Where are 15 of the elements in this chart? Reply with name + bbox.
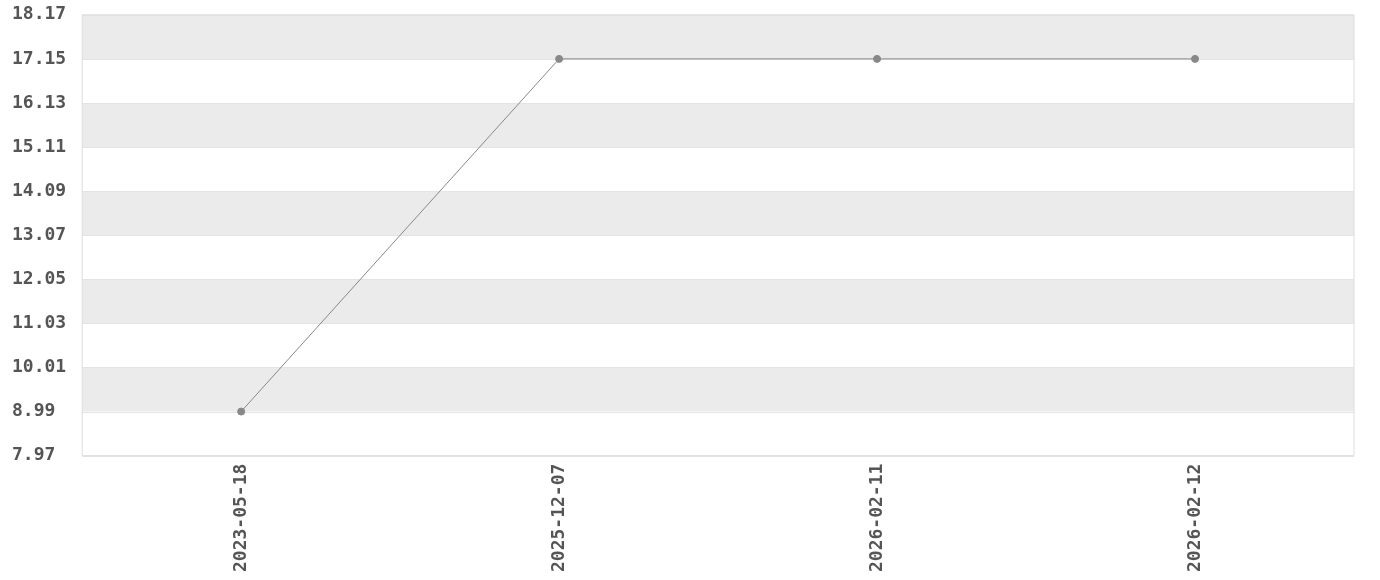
y-tick-label: 13.07 bbox=[12, 222, 67, 244]
y-tick-label: 10.01 bbox=[12, 355, 67, 377]
y-tick-label: 11.03 bbox=[12, 311, 67, 333]
x-tick-label: 2026-02-12 bbox=[1182, 463, 1204, 573]
y-tick-label: 16.13 bbox=[12, 90, 67, 112]
y-tick-label: 15.11 bbox=[12, 134, 67, 156]
y-tick-label: 17.15 bbox=[12, 46, 67, 68]
y-tick-label: 18.17 bbox=[12, 2, 67, 24]
y-tick-label: 7.97 bbox=[12, 443, 56, 465]
y-tick-label: 14.09 bbox=[12, 178, 67, 200]
x-tick-label: 2026-02-11 bbox=[864, 463, 886, 573]
y-tick-label: 12.05 bbox=[12, 266, 67, 288]
x-tick-label: 2025-12-07 bbox=[546, 463, 568, 573]
x-tick-label: 2023-05-18 bbox=[228, 463, 250, 573]
y-tick-label: 8.99 bbox=[12, 399, 56, 421]
